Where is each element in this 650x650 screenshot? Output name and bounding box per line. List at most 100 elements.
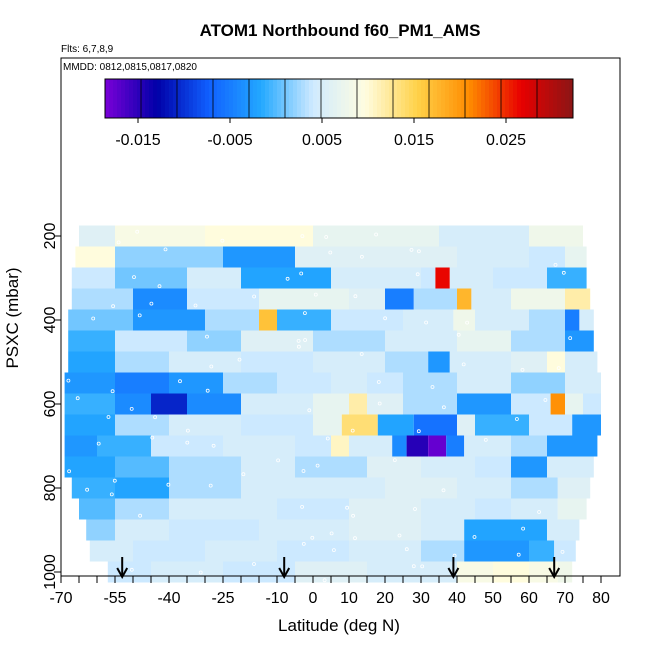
colorbar-cell	[493, 79, 498, 118]
heatmap-cell	[313, 393, 349, 415]
y-axis	[54, 235, 62, 573]
colorbar-tick-label: -0.005	[207, 132, 252, 149]
colorbar-cell	[337, 79, 342, 118]
colorbar-cell	[137, 79, 142, 118]
observation-marker	[198, 570, 203, 575]
observation-marker	[413, 507, 417, 511]
observation-marker	[430, 385, 435, 389]
heatmap-cell	[572, 414, 601, 436]
colorbar-cell	[381, 79, 386, 118]
x-tick-label: 50	[484, 590, 502, 607]
observation-markers	[66, 229, 573, 583]
colorbar-cell	[533, 79, 538, 118]
colorbar-cell	[357, 79, 362, 118]
heatmap-cell	[511, 477, 558, 499]
colorbar-cell	[481, 79, 486, 118]
heatmap-cell	[349, 498, 421, 520]
heatmap-cell	[529, 561, 558, 583]
heatmap-cell	[511, 330, 565, 352]
colorbar-cell	[505, 79, 510, 118]
heatmap-cell	[475, 456, 511, 478]
colorbar-cell	[525, 79, 530, 118]
colorbar-cell	[265, 79, 270, 118]
heatmap-cell	[187, 393, 241, 415]
heatmap-cell	[385, 330, 457, 352]
flight-arrow	[447, 557, 460, 580]
heatmap-cell	[529, 309, 565, 331]
observation-marker	[420, 564, 425, 569]
heatmap-cell	[115, 225, 205, 247]
observation-marker	[285, 276, 290, 281]
colorbar-cell	[441, 79, 446, 118]
observation-marker	[353, 536, 357, 541]
heatmap-cell	[241, 414, 313, 436]
observation-marker	[300, 234, 305, 239]
observation-marker	[137, 313, 142, 318]
colorbar-cell	[317, 79, 322, 118]
colorbar-cell	[461, 79, 466, 118]
observation-marker	[150, 435, 155, 440]
colorbar-cell	[553, 79, 558, 118]
colorbar-cell	[129, 79, 134, 118]
x-tick-label: -25	[211, 590, 234, 607]
observation-marker	[374, 232, 379, 237]
colorbar-cell	[269, 79, 274, 118]
heatmap-cell	[277, 372, 331, 394]
observation-marker	[392, 458, 397, 463]
observation-marker	[252, 294, 257, 299]
observation-marker	[483, 437, 488, 442]
observation-marker	[185, 428, 190, 433]
observation-marker	[331, 548, 336, 552]
colorbar-cell	[405, 79, 410, 118]
heatmap-cell	[115, 246, 223, 268]
heatmap-cell	[457, 372, 511, 394]
colorbar-cell	[557, 79, 562, 118]
observation-marker	[520, 367, 525, 372]
heatmap-cell	[205, 540, 277, 562]
observation-marker	[276, 458, 281, 463]
heatmap-cell	[331, 372, 367, 394]
heatmap-cell	[331, 435, 349, 457]
observation-marker	[91, 316, 96, 321]
observation-marker	[560, 550, 565, 554]
x-tick-label: -10	[265, 590, 288, 607]
colorbar-cell	[153, 79, 158, 118]
heatmap-cell	[169, 498, 277, 520]
heatmap-cell	[457, 477, 511, 499]
colorbar-tick-labels: -0.015 -0.005 0.005 0.015 0.025	[115, 132, 526, 149]
heatmap-cell	[64, 372, 115, 394]
colorbar-cell	[157, 79, 162, 118]
observation-marker	[472, 535, 477, 539]
colorbar-cell	[453, 79, 458, 118]
heatmap-cell	[151, 393, 187, 415]
heatmap-cell	[115, 267, 187, 289]
colorbar-cell	[421, 79, 426, 118]
heatmap-cell	[511, 435, 547, 457]
observation-marker	[129, 567, 134, 572]
colorbar-cell	[277, 79, 282, 118]
observation-marker	[307, 408, 312, 413]
heatmap-cell	[115, 393, 151, 415]
heatmap-cell	[64, 414, 115, 436]
observation-marker	[66, 378, 71, 383]
colorbar-cell	[325, 79, 330, 118]
observation-marker	[106, 415, 111, 419]
colorbar-cell	[541, 79, 546, 118]
heatmap-cell	[547, 519, 580, 541]
observation-marker	[377, 401, 382, 406]
heatmap-cell	[457, 414, 475, 436]
observation-marker	[205, 388, 210, 393]
observation-marker	[135, 229, 140, 234]
colorbar-cell	[245, 79, 250, 118]
colorbar-cell	[545, 79, 550, 118]
observation-marker	[404, 547, 409, 552]
heatmap-cell	[187, 288, 259, 310]
heatmap-cell	[169, 351, 241, 373]
x-tick-label: 10	[340, 590, 358, 607]
x-axis	[60, 576, 602, 583]
colorbar-cell	[365, 79, 370, 118]
colorbar-cell	[369, 79, 374, 118]
x-tick-label: 40	[448, 590, 466, 607]
observation-marker	[553, 262, 558, 267]
heatmap-cell	[187, 330, 241, 352]
